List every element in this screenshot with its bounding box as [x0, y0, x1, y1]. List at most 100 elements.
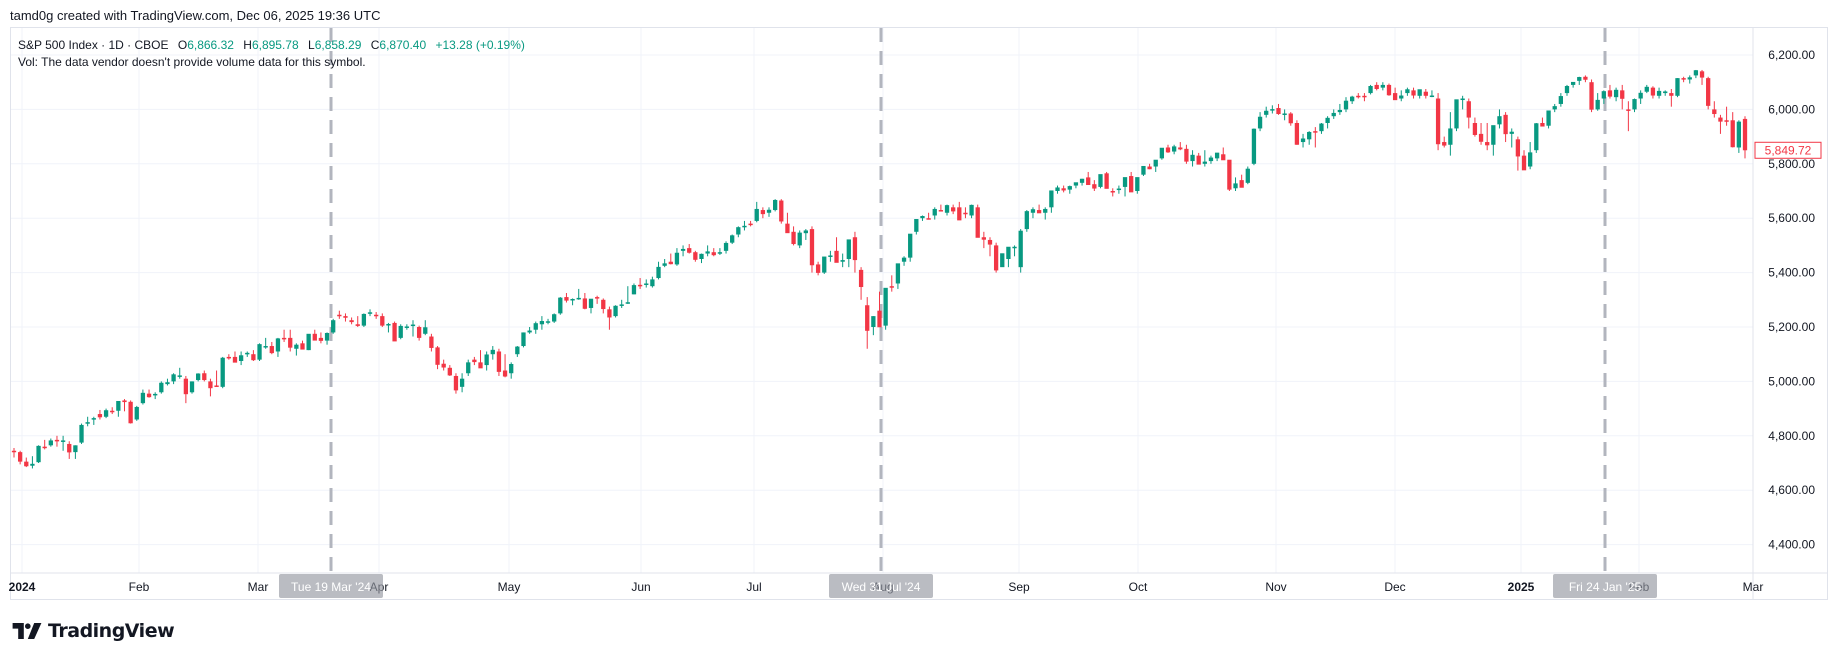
candle-body: [1607, 90, 1613, 97]
candle-body: [484, 354, 489, 366]
candle-body: [1706, 78, 1711, 106]
candle-body: [993, 245, 999, 271]
candle-body: [1577, 77, 1582, 81]
candle-body: [232, 356, 238, 363]
candle-body: [858, 269, 864, 288]
candle-body: [1454, 99, 1459, 129]
candle-body: [1601, 91, 1606, 99]
candle-body: [908, 233, 913, 258]
candle-body: [576, 297, 581, 300]
candle-body: [1171, 146, 1177, 152]
time-tick-label: Mar: [248, 580, 269, 594]
brand-name: TradingView: [48, 620, 175, 642]
last-price-value: 5,849.72: [1765, 143, 1812, 157]
price-axis[interactable]: 6,200.00 6,000.00 5,800.00 5,600.00 5,400.00…: [1768, 48, 1815, 552]
candle-body: [306, 333, 311, 351]
candle-body: [404, 326, 409, 328]
candle-body: [754, 208, 759, 221]
candle-body: [202, 373, 207, 381]
candle-body: [785, 223, 790, 234]
candle-body: [1613, 89, 1619, 98]
candle-body: [1153, 159, 1158, 167]
candle-body: [693, 252, 698, 260]
candle-body: [318, 337, 324, 341]
candle-body: [1012, 246, 1017, 249]
candle-body: [1214, 152, 1220, 159]
candle-body: [766, 209, 772, 213]
candle-body: [502, 370, 508, 377]
candle-body: [1294, 123, 1300, 145]
candle-body: [791, 231, 796, 245]
ohlc-row: S&P 500 Index · 1D · CBOE O6,866.32 H6,8…: [18, 37, 525, 54]
candle-body: [17, 452, 23, 462]
candle-body: [1061, 188, 1066, 191]
candle-body: [1558, 96, 1563, 104]
candle-body: [865, 305, 870, 331]
crosshair-time-tags: Tue 19 Mar '24 Wed 31 Jul '24 Fri 24 Jan '…: [279, 574, 1657, 598]
candle-body: [1270, 109, 1275, 111]
candle-body: [1687, 77, 1692, 80]
candle-body: [699, 253, 704, 259]
price-tick-label: 6,000.00: [1768, 102, 1815, 116]
candle-body: [613, 305, 618, 317]
candle-body: [951, 207, 956, 212]
candle-body: [331, 320, 336, 333]
candle-body: [97, 414, 103, 418]
candle-body: [1380, 84, 1385, 88]
candle-body: [963, 212, 968, 215]
chart-frame[interactable]: [10, 27, 1828, 600]
candle-body: [54, 439, 60, 442]
time-tick-label: Mar: [1743, 580, 1764, 594]
candle-body: [1699, 71, 1705, 78]
candle-body: [312, 333, 317, 341]
candle-body: [472, 359, 477, 363]
candle-body: [730, 235, 735, 243]
candle-body: [1405, 89, 1410, 94]
candle-body: [1540, 123, 1545, 127]
time-tick-label: May: [498, 580, 521, 594]
candle-body: [1564, 86, 1570, 94]
price-tick-label: 5,400.00: [1768, 266, 1815, 280]
candle-body: [1313, 131, 1318, 133]
low-value: 6,858.29: [314, 38, 362, 52]
candle-body: [723, 242, 729, 251]
candle-body: [343, 316, 348, 318]
candle-body: [1055, 187, 1060, 191]
candle-body: [619, 304, 624, 306]
candle-body: [717, 252, 723, 254]
candle-body: [1595, 99, 1600, 110]
candle-body: [281, 337, 287, 340]
candle-body: [103, 410, 109, 417]
candle-body: [349, 320, 354, 323]
candle-body: [1337, 109, 1343, 113]
candle-body: [11, 450, 17, 453]
last-price-label: 5,849.72: [1754, 141, 1822, 159]
candle-body: [877, 310, 882, 328]
candle-body: [828, 255, 833, 257]
candle-body: [748, 223, 753, 226]
candle-body: [478, 362, 483, 369]
candle-body: [797, 232, 802, 246]
candle-body: [79, 424, 84, 443]
candle-body: [637, 284, 643, 287]
candle-body: [1000, 253, 1005, 268]
candle-body: [1319, 123, 1324, 132]
candle-body: [189, 381, 195, 393]
candle-body: [668, 261, 673, 265]
candle-body: [564, 297, 569, 301]
change-value: +13.28 (+0.19%): [435, 38, 525, 52]
candle-body: [840, 260, 845, 262]
symbol-title[interactable]: S&P 500 Index · 1D · CBOE: [18, 38, 169, 52]
candle-body: [1448, 128, 1453, 145]
candle-body: [1632, 99, 1637, 110]
tradingview-logo[interactable]: TradingView: [12, 620, 175, 642]
candle-body: [1392, 93, 1398, 101]
candle-body: [226, 356, 231, 359]
candle-body: [1497, 116, 1502, 125]
candle-body: [987, 239, 993, 245]
last-price-box: [1754, 141, 1822, 159]
candle-body: [183, 378, 189, 395]
candle-body: [337, 314, 342, 317]
candle-body: [300, 343, 305, 350]
